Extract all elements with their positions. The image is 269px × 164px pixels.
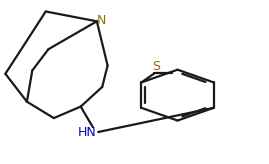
Text: N: N	[97, 14, 106, 27]
Text: HN: HN	[78, 125, 97, 139]
Text: S: S	[152, 60, 160, 73]
